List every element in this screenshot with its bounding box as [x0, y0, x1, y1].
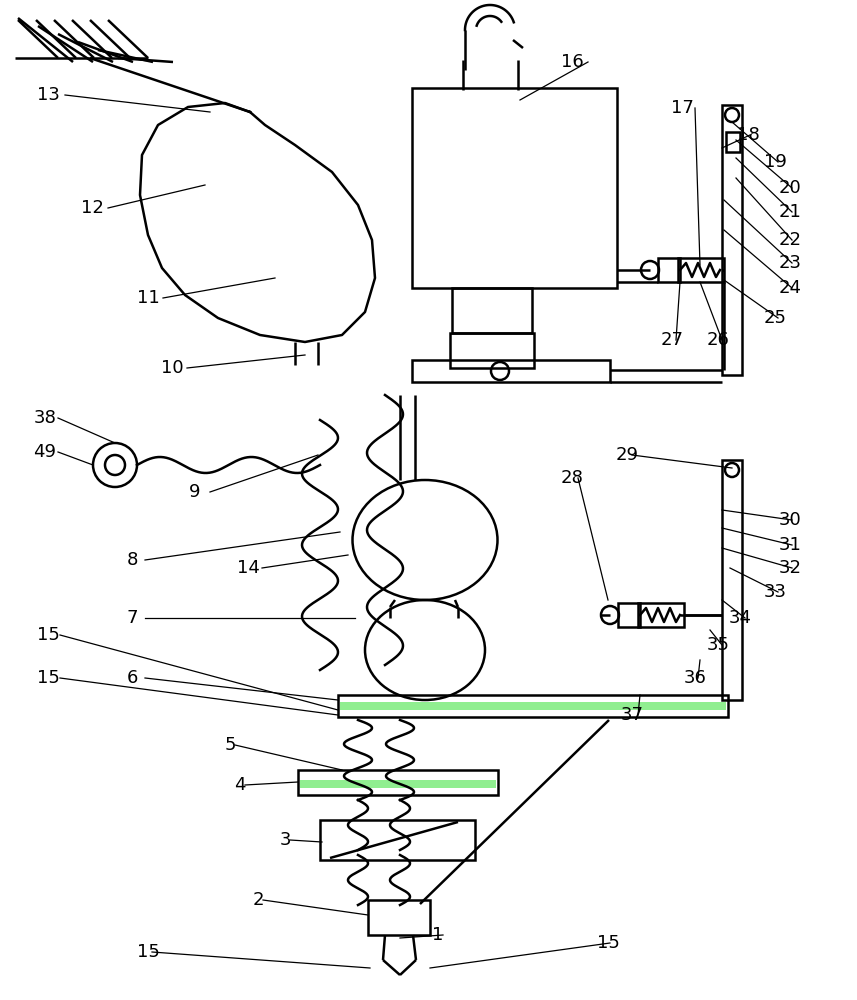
Text: 30: 30: [779, 511, 801, 529]
Text: 15: 15: [596, 934, 620, 952]
Bar: [320, 820, 475, 860]
Bar: [658, 258, 680, 282]
Text: 32: 32: [778, 559, 801, 577]
Bar: [722, 460, 742, 700]
Text: 2: 2: [252, 891, 264, 909]
Text: 10: 10: [160, 359, 183, 377]
Bar: [452, 288, 532, 333]
Text: 16: 16: [560, 53, 584, 71]
Bar: [340, 702, 726, 710]
Text: 33: 33: [764, 583, 787, 601]
Text: 28: 28: [560, 469, 584, 487]
Bar: [412, 88, 617, 288]
Text: 1: 1: [432, 926, 444, 944]
Text: 13: 13: [37, 86, 59, 104]
Bar: [298, 770, 498, 795]
Text: 26: 26: [706, 331, 729, 349]
Bar: [368, 900, 430, 935]
Text: 35: 35: [706, 636, 729, 654]
Bar: [726, 132, 740, 152]
Text: 24: 24: [778, 279, 801, 297]
Bar: [722, 105, 742, 375]
Text: 3: 3: [279, 831, 291, 849]
Text: 18: 18: [737, 126, 759, 144]
Text: 14: 14: [237, 559, 260, 577]
Text: 7: 7: [126, 609, 138, 627]
Text: 4: 4: [234, 776, 246, 794]
Bar: [450, 333, 534, 368]
Text: 5: 5: [225, 736, 236, 754]
Text: 15: 15: [136, 943, 159, 961]
Text: 36: 36: [684, 669, 706, 687]
Text: 17: 17: [670, 99, 693, 117]
Text: 27: 27: [661, 331, 684, 349]
Bar: [300, 780, 496, 788]
Text: 49: 49: [33, 443, 57, 461]
Text: 31: 31: [778, 536, 801, 554]
Text: 11: 11: [136, 289, 159, 307]
Bar: [338, 695, 728, 717]
Bar: [678, 258, 724, 282]
Text: 22: 22: [778, 231, 801, 249]
Bar: [412, 360, 610, 382]
Text: 25: 25: [764, 309, 787, 327]
Text: 29: 29: [615, 446, 638, 464]
Text: 21: 21: [778, 203, 801, 221]
Text: 6: 6: [126, 669, 138, 687]
Text: 12: 12: [81, 199, 104, 217]
Text: 15: 15: [37, 626, 59, 644]
Text: 19: 19: [764, 153, 787, 171]
Text: 34: 34: [728, 609, 752, 627]
Text: 9: 9: [189, 483, 201, 501]
Bar: [618, 603, 640, 627]
Text: 23: 23: [778, 254, 801, 272]
Text: 37: 37: [620, 706, 644, 724]
Text: 8: 8: [126, 551, 138, 569]
Bar: [638, 603, 684, 627]
Text: 38: 38: [33, 409, 57, 427]
Text: 15: 15: [37, 669, 59, 687]
Text: 20: 20: [779, 179, 801, 197]
